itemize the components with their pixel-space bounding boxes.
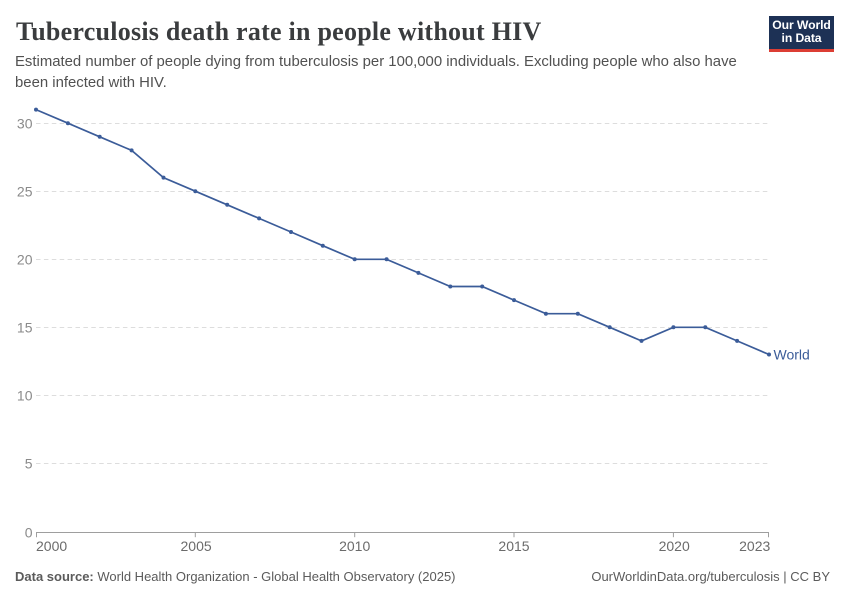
- svg-text:2015: 2015: [498, 538, 529, 554]
- svg-text:2005: 2005: [181, 538, 212, 554]
- svg-text:2010: 2010: [339, 538, 370, 554]
- svg-text:2000: 2000: [36, 538, 67, 554]
- svg-text:20: 20: [17, 252, 33, 268]
- svg-text:2020: 2020: [659, 538, 690, 554]
- svg-text:0: 0: [25, 524, 33, 540]
- svg-text:5: 5: [25, 456, 33, 472]
- svg-text:10: 10: [17, 388, 33, 404]
- svg-text:30: 30: [17, 116, 33, 132]
- svg-text:2023: 2023: [739, 538, 770, 554]
- svg-text:World: World: [774, 347, 810, 363]
- svg-text:25: 25: [17, 184, 33, 200]
- svg-text:15: 15: [17, 320, 33, 336]
